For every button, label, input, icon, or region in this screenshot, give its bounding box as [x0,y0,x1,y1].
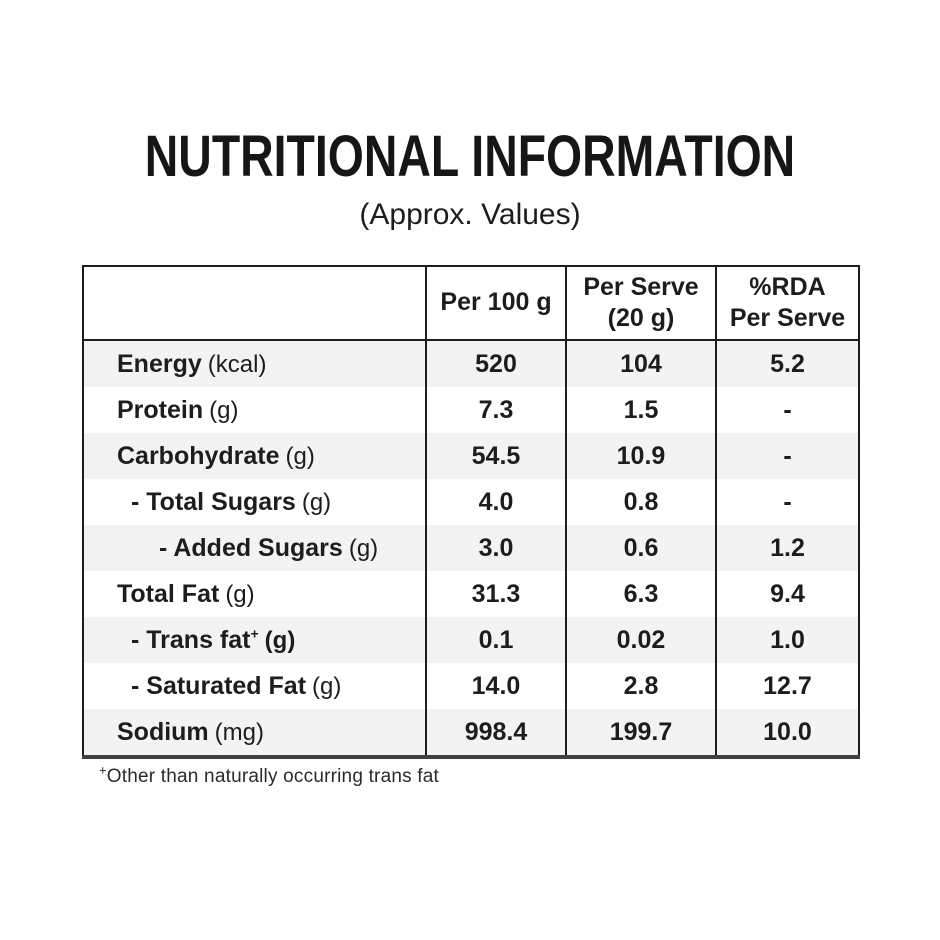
nutrient-name: Energy [117,349,202,378]
value-rda-per-serve: 1.2 [715,525,859,571]
value-rda-per-serve: - [715,479,859,525]
value-rda-per-serve: 5.2 [715,340,859,387]
row-label: Energy (kcal) [83,340,426,387]
nutrient-name: - Saturated Fat [131,671,307,700]
nutrient-unit: (g) [285,442,315,470]
value-per-100g: 3.0 [425,525,566,571]
table-row-carbohydrate: Carbohydrate (g) 54.5 10.9 - [83,433,859,479]
value-per-serve: 0.02 [565,617,716,663]
table-row-protein: Protein (g) 7.3 1.5 - [83,387,859,433]
footnote-symbol: + [99,762,107,778]
column-header-per-serve: Per Serve (20 g) [565,266,716,341]
value-per-100g: 14.0 [425,663,566,709]
table-row-total-fat: Total Fat (g) 31.3 6.3 9.4 [83,571,859,617]
header-line: Per Serve [729,304,846,332]
value-rda-per-serve: 1.0 [715,617,859,663]
table-row-total-sugars: - Total Sugars (g) 4.0 0.8 - [83,479,859,525]
nutrient-name: - Total Sugars [131,487,296,516]
value-rda-per-serve: - [715,433,859,479]
nutrient-name: Sodium [117,717,209,746]
header-line: (20 g) [607,304,675,332]
table-body: Energy (kcal) 520 104 5.2 Protein (g) 7.3 … [83,340,859,757]
table-row-added-sugars: - Added Sugars (g) 3.0 0.6 1.2 [83,525,859,571]
nutrient-unit: (g) [348,534,379,562]
header-line: Per 100 g [440,288,552,317]
value-rda-per-serve: 12.7 [715,663,859,709]
value-per-100g: 7.3 [425,387,566,433]
nutrient-unit: (g) [225,580,255,608]
column-header-per-100g: Per 100 g [425,266,566,341]
value-rda-per-serve: 10.0 [715,709,859,757]
table-row-trans-fat: - Trans fat+ (g) 0.1 0.02 1.0 [83,617,859,663]
row-label: Total Fat (g) [83,571,426,617]
value-per-100g: 31.3 [425,571,566,617]
row-label: - Total Sugars (g) [83,479,426,525]
value-per-serve: 1.5 [565,387,716,433]
value-per-serve: 104 [565,340,716,387]
footnote: +Other than naturally occurring trans fa… [99,762,440,788]
row-label: Protein (g) [83,387,426,433]
nutrient-unit: (kcal) [207,350,267,378]
value-per-100g: 54.5 [425,433,566,479]
value-per-serve: 199.7 [565,709,716,757]
nutrient-name: - Trans fat [131,625,251,654]
row-label: Sodium (mg) [83,709,426,757]
table-row-saturated-fat: - Saturated Fat (g) 14.0 2.8 12.7 [83,663,859,709]
column-header-nutrient [83,266,426,341]
table-row-energy: Energy (kcal) 520 104 5.2 [83,340,859,387]
header-line: Per Serve [583,272,699,301]
value-rda-per-serve: - [715,387,859,433]
nutrient-unit: (mg) [214,718,264,746]
row-label: - Added Sugars (g) [83,525,426,571]
value-per-serve: 2.8 [565,663,716,709]
value-rda-per-serve: 9.4 [715,571,859,617]
nutrient-unit: (g) [264,626,296,654]
header-row: Per 100 g Per Serve (20 g) %RDA Per Serv… [83,266,859,341]
nutrient-name: Total Fat [117,579,220,608]
table-row-sodium: Sodium (mg) 998.4 199.7 10.0 [83,709,859,757]
nutrient-unit: (g) [312,672,342,700]
row-label: - Saturated Fat (g) [83,663,426,709]
value-per-serve: 6.3 [565,571,716,617]
page-subtitle: (Approx. Values) [359,198,581,231]
nutrient-unit: (g) [301,488,332,516]
table-header: Per 100 g Per Serve (20 g) %RDA Per Serv… [83,266,859,341]
footnote-marker: + [250,625,259,642]
value-per-serve: 10.9 [565,433,716,479]
value-per-100g: 4.0 [425,479,566,525]
value-per-100g: 0.1 [425,617,566,663]
page-title: NUTRITIONAL INFORMATION [144,124,796,189]
header-line: %RDA [749,272,826,301]
footnote-text: Other than naturally occurring trans fat [106,766,440,787]
nutrient-name: - Added Sugars [159,533,343,562]
nutrition-table-container: Per 100 g Per Serve (20 g) %RDA Per Serv… [82,265,860,759]
value-per-serve: 0.8 [565,479,716,525]
nutrition-table: Per 100 g Per Serve (20 g) %RDA Per Serv… [82,265,860,759]
nutrient-unit: (g) [209,396,239,424]
nutrient-name: Protein [117,395,204,424]
value-per-100g: 520 [425,340,566,387]
row-label: - Trans fat+ (g) [83,617,426,663]
column-header-rda-per-serve: %RDA Per Serve [715,266,859,341]
value-per-100g: 998.4 [425,709,566,757]
row-label: Carbohydrate (g) [83,433,426,479]
value-per-serve: 0.6 [565,525,716,571]
nutrient-name: Carbohydrate [117,441,280,470]
